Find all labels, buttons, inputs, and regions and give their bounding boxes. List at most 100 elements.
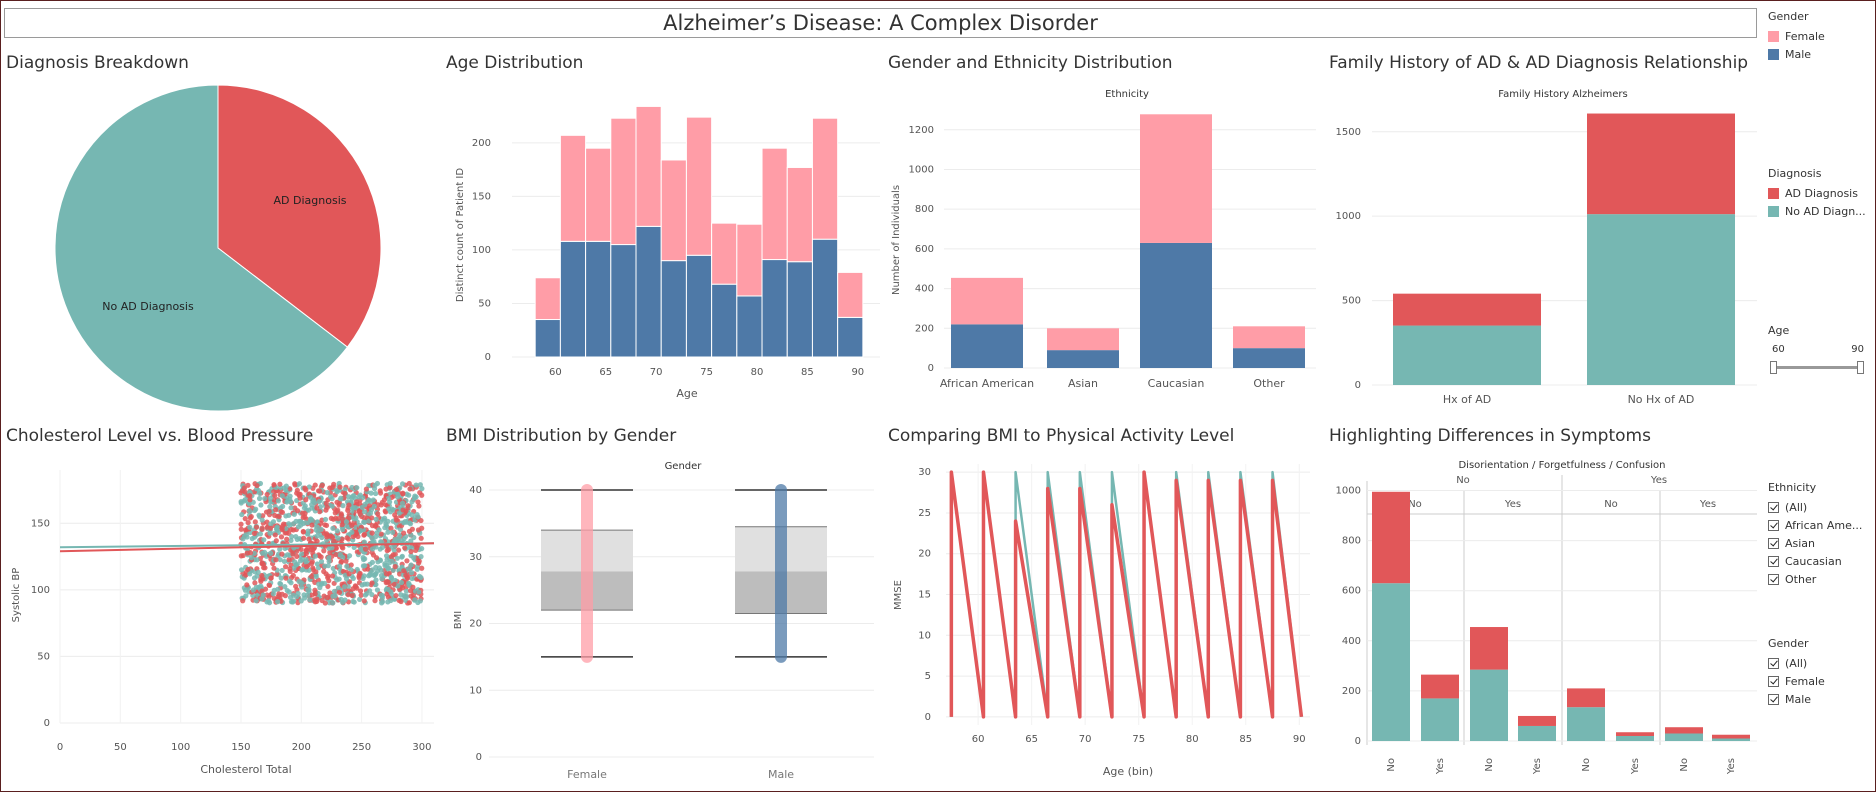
symptom-bar-no-ad	[1470, 669, 1508, 741]
scatter-point	[358, 592, 364, 598]
scatter-point	[398, 592, 404, 598]
scatter-point	[290, 521, 296, 527]
scatter-point	[326, 558, 332, 564]
y-tick-label: 500	[1342, 296, 1361, 307]
age-slider-min: 60	[1772, 344, 1785, 355]
y-tick-label: 800	[1342, 536, 1361, 547]
ethnicity-option-asian[interactable]: Asian	[1768, 534, 1862, 552]
cholesterol-bp-chart[interactable]: 0 50 100 150 0 50 100 150 200 250 300 Cholesterol T…	[0, 445, 440, 790]
scatter-point	[286, 589, 292, 595]
scatter-point	[278, 509, 284, 515]
gender-ethnicity-chart[interactable]: Ethnicity African American Asian Caucasian O…	[886, 70, 1326, 420]
y-tick-label: 400	[915, 284, 934, 295]
legend-item-female[interactable]: Female	[1768, 27, 1825, 45]
scatter-point	[385, 566, 391, 572]
scatter-point	[390, 529, 396, 535]
ethnicity-option-all[interactable]: (All)	[1768, 498, 1862, 516]
age-bar-female	[786, 166, 813, 263]
swatch-female	[1768, 30, 1779, 42]
scatter-point	[275, 498, 281, 504]
ethnicity-option-other[interactable]: Other	[1768, 570, 1862, 588]
scatter-point	[284, 536, 290, 542]
scatter-point	[416, 503, 422, 509]
scatter-point	[382, 515, 388, 521]
bmi-activity-chart[interactable]: 0 5 10 15 20 25 30 60 65 70 75 80 85 90 Age (bin) MMSE	[886, 445, 1326, 790]
age-slider-max-handle[interactable]	[1857, 361, 1864, 374]
scatter-point	[336, 576, 342, 582]
x-tick-label: 85	[801, 367, 814, 378]
scatter-point	[326, 545, 332, 551]
scatter-point	[345, 507, 351, 513]
scatter-point	[298, 598, 304, 604]
scatter-point	[361, 531, 368, 538]
scatter-point	[348, 567, 354, 573]
scatter-point	[313, 569, 319, 575]
scatter-point	[273, 557, 279, 563]
scatter-point	[346, 571, 352, 577]
scatter-point	[253, 506, 259, 512]
y-tick-label: 5	[925, 671, 931, 682]
y-tick-label: 1000	[1336, 211, 1361, 222]
scatter-point	[323, 531, 330, 537]
scatter-point	[399, 538, 406, 544]
checkbox[interactable]	[1768, 573, 1779, 585]
y-tick-label: 0	[928, 363, 934, 374]
age-range-slider[interactable]: 60 90	[1770, 344, 1864, 374]
checkbox[interactable]	[1768, 537, 1779, 549]
ethnicity-option-caucasian[interactable]: Caucasian	[1768, 552, 1862, 570]
age-bar-male	[610, 244, 637, 358]
family-history-chart[interactable]: Family History Alzheimers Hx of AD No Hx o…	[1327, 70, 1767, 420]
scatter-point	[317, 509, 323, 515]
scatter-point	[305, 507, 312, 513]
scatter-point	[392, 577, 398, 584]
scatter-point	[381, 497, 387, 503]
scatter-point	[331, 538, 337, 545]
scatter-point	[330, 600, 336, 606]
age-distribution-chart[interactable]: 0 50 100 150 200 60 65 70 75 80 85 90 Age Distinct co…	[444, 70, 884, 420]
scatter-point	[268, 550, 274, 556]
age-bar-male	[811, 238, 839, 358]
scatter-point	[338, 495, 344, 501]
checkbox[interactable]	[1768, 657, 1779, 669]
legend-item-ad[interactable]: AD Diagnosis	[1768, 184, 1866, 202]
family-bar-ad	[1587, 113, 1735, 215]
diagnosis-pie-chart[interactable]: AD Diagnosis No AD Diagnosis	[0, 70, 440, 420]
checkbox[interactable]	[1768, 519, 1779, 531]
scatter-point	[368, 507, 375, 513]
bmi-gender-chart[interactable]: Gender Female Male 0 10 20 30 40 BMI	[444, 445, 884, 790]
scatter-point	[409, 526, 415, 532]
legend-item-male[interactable]: Male	[1768, 45, 1825, 63]
scatter-point	[266, 582, 273, 589]
scatter-point	[411, 555, 417, 561]
checkbox[interactable]	[1768, 693, 1779, 705]
legend-item-no-ad[interactable]: No AD Diagn...	[1768, 202, 1866, 220]
checkbox[interactable]	[1768, 501, 1779, 513]
age-bar-male	[711, 283, 738, 358]
symptoms-chart[interactable]: Disorientation / Forgetfulness / Confusi…	[1327, 445, 1767, 790]
scatter-point	[399, 500, 406, 506]
gender-option-all[interactable]: (All)	[1768, 654, 1825, 672]
scatter-point	[314, 561, 320, 567]
scatter-point	[298, 519, 304, 525]
age-slider-min-handle[interactable]	[1770, 361, 1777, 374]
scatter-point	[350, 505, 356, 511]
checkbox[interactable]	[1768, 675, 1779, 687]
y-tick-label: 1000	[1336, 486, 1361, 497]
scatter-point	[361, 573, 367, 579]
scatter-point	[364, 581, 370, 587]
scatter-point	[270, 591, 276, 597]
scatter-point	[294, 536, 300, 543]
scatter-point	[309, 559, 315, 565]
scatter-point	[396, 535, 402, 541]
y-tick-label: 800	[915, 204, 934, 215]
scatter-point	[314, 533, 320, 539]
scatter-point	[375, 511, 381, 517]
checkbox[interactable]	[1768, 555, 1779, 567]
scatter-point	[388, 597, 394, 604]
scatter-point	[273, 507, 279, 513]
gender-option-female[interactable]: Female	[1768, 672, 1825, 690]
gender-option-male[interactable]: Male	[1768, 690, 1825, 708]
scatter-point	[277, 481, 283, 487]
ethnicity-option-african-american[interactable]: African Ame...	[1768, 516, 1862, 534]
scatter-point	[330, 525, 336, 531]
